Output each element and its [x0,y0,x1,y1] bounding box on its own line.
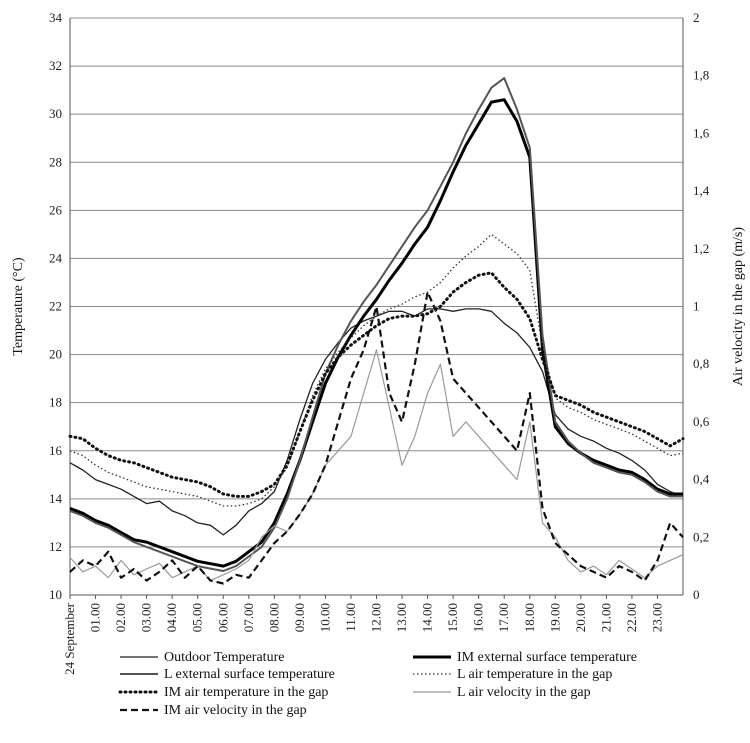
series-line-4 [69,233,684,507]
legend-label: Outdoor Temperature [164,650,284,665]
x-tick-label: 05.00 [190,603,205,632]
y-tick-label: 14 [49,491,63,506]
legend-label: L air temperature in the gap [457,667,612,682]
series-line-3 [69,77,683,572]
x-tick-label: 08.00 [266,603,281,632]
series-layer [68,77,685,585]
y-tick-label: 20 [49,347,62,362]
y-tick-label: 16 [49,443,63,458]
x-tick-label: 10.00 [317,603,332,632]
y-tick-label: 34 [49,10,63,25]
x-tick-label: 22.00 [624,603,639,632]
y-tick-label: 26 [49,202,63,217]
x-tick-label: 04.00 [164,603,179,632]
y-tick-label: 30 [49,106,62,121]
legend-label: IM external surface temperature [457,650,637,665]
x-tick-label: 21.00 [598,603,613,632]
axes [69,18,684,599]
x-tick-label: 07.00 [241,603,256,632]
y-tick-label: 12 [49,539,62,554]
x-tick-label: 23.00 [649,603,664,632]
x-tick-label: 15.00 [445,603,460,632]
x-tick-label: 06.00 [215,603,230,632]
y2-tick-label: 1 [693,299,700,314]
y2-tick-label: 0,6 [693,414,710,429]
y-tick-label: 24 [49,250,63,265]
legend-label: IM air velocity in the gap [164,703,307,718]
series-line-6 [69,349,684,582]
x-tick-label: 19.00 [547,603,562,632]
y2-tick-label: 1,4 [693,183,710,198]
series-line-2 [69,98,683,568]
gridlines [70,17,683,596]
y-tick-label: 28 [49,154,62,169]
y2-tick-label: 0 [693,587,700,602]
y2-axis-label: Air velocity in the gap (m/s) [731,227,746,386]
y2-tick-label: 1,8 [693,68,709,83]
x-tick-label: 11.00 [343,603,358,632]
y2-tick-label: 0,2 [693,529,709,544]
series-line-5 [68,271,685,498]
tick-labels: 1012141618202224262830323400,20,40,60,81… [49,10,710,675]
y-tick-label: 22 [49,299,62,314]
x-tick-label: 12.00 [369,603,384,632]
series-line-1 [69,308,684,536]
x-tick-label: 14.00 [420,603,435,632]
legend-label: IM air temperature in the gap [164,685,328,700]
y2-tick-label: 1,6 [693,125,710,140]
x-tick-label: 03.00 [139,603,154,632]
legend: Outdoor Temperature IM external surface t… [118,650,637,718]
x-tick-label: 01.00 [88,603,103,632]
x-tick-label: 20.00 [573,603,588,632]
legend-label: L air velocity in the gap [457,685,591,700]
y-tick-label: 32 [49,58,62,73]
x-tick-label: 13.00 [394,603,409,632]
y2-tick-label: 0,4 [693,472,710,487]
legend-label: L external surface temperature [164,667,335,682]
y2-tick-label: 1,2 [693,241,709,256]
x-tick-label: 16.00 [471,603,486,632]
x-tick-label: 24 September [62,602,77,675]
y-tick-label: 10 [49,587,62,602]
y-axis-label: Temperature (°C) [11,257,26,356]
y2-tick-label: 0,8 [693,356,709,371]
y2-tick-label: 2 [693,10,700,25]
x-tick-label: 02.00 [113,603,128,632]
x-tick-label: 18.00 [522,603,537,632]
y-tick-label: 18 [49,395,62,410]
x-tick-label: 17.00 [496,603,511,632]
x-tick-label: 09.00 [292,603,307,632]
series-line-7 [69,291,684,585]
